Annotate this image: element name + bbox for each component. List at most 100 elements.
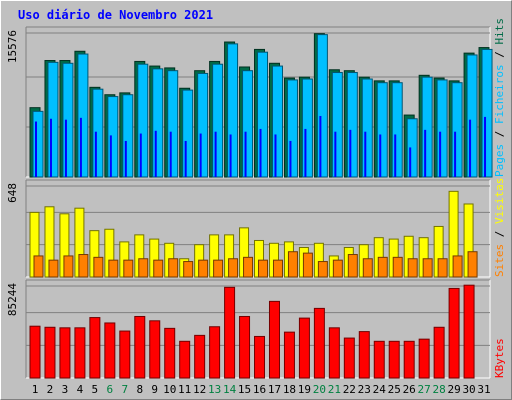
x-tick-label-18: 18 (283, 383, 296, 396)
bar-kbytes-day-30 (463, 284, 475, 379)
bar-ficheiros-day-27 (421, 76, 433, 178)
bar-sites-day-14 (228, 258, 239, 278)
bar-kbytes-day-10 (164, 327, 176, 379)
x-tick-label-26: 26 (403, 383, 416, 396)
bar-pages-day-23 (364, 131, 367, 177)
bar-sites-day-20 (317, 261, 328, 278)
x-tick-label-21: 21 (328, 383, 341, 396)
axis-label-ficheiros: Ficheiros (493, 64, 506, 124)
bar-kbytes-day-4 (74, 327, 86, 379)
bar-sites-day-24 (377, 256, 388, 278)
bar-pages-day-28 (439, 131, 442, 177)
x-tick-label-17: 17 (268, 383, 281, 396)
panel-kbytes: 85244 KBytes (6, 279, 506, 379)
bar-pages-day-11 (184, 140, 187, 177)
x-tick-label-5: 5 (92, 383, 99, 396)
axis-label-visitas: Visitas (493, 178, 506, 224)
bar-sites-day-4 (78, 254, 89, 278)
bar-sites-day-17 (272, 259, 283, 278)
bar-pages-day-18 (289, 140, 292, 177)
bar-ficheiros-day-4 (77, 53, 89, 178)
bar-pages-day-27 (424, 129, 427, 177)
bar-kbytes-day-9 (149, 320, 161, 379)
bar-ficheiros-day-31 (481, 48, 493, 178)
axis-label-separator: / (493, 124, 506, 144)
bar-ficheiros-day-28 (436, 79, 448, 178)
bar-pages-day-1 (35, 121, 37, 177)
series-ficheiros (32, 34, 493, 178)
series-kbytes (29, 284, 475, 379)
bar-sites-day-23 (362, 258, 373, 278)
chart-panels: 15576 Pages / Ficheiros / Hits 648 Sites / … (6, 18, 506, 379)
bar-kbytes-day-20 (313, 307, 325, 379)
bar-sites-day-21 (332, 259, 343, 278)
bar-kbytes-day-15 (239, 315, 251, 379)
bar-sites-day-11 (183, 261, 194, 278)
bar-sites-day-16 (258, 259, 269, 278)
bar-pages-day-26 (409, 147, 412, 177)
axis-label-hits: Hits (493, 18, 506, 45)
x-tick-label-11: 11 (178, 383, 191, 396)
bar-pages-day-2 (49, 118, 52, 177)
bar-ficheiros-day-5 (92, 88, 104, 178)
bar-ficheiros-day-1 (32, 110, 44, 178)
x-tick-label-22: 22 (343, 383, 356, 396)
bar-kbytes-day-27 (418, 338, 430, 379)
x-tick-label-3: 3 (62, 383, 69, 396)
x-tick-label-14: 14 (223, 383, 237, 396)
panel-hits-axis-label: Pages / Ficheiros / Hits (493, 18, 506, 177)
bar-kbytes-day-28 (433, 326, 445, 379)
panel-hits: 15576 Pages / Ficheiros / Hits (6, 18, 506, 178)
bar-kbytes-day-2 (44, 326, 56, 379)
bar-pages-day-7 (124, 140, 127, 177)
bar-pages-day-22 (349, 129, 352, 177)
bar-ficheiros-day-15 (242, 70, 254, 178)
bar-sites-day-19 (302, 252, 313, 278)
x-tick-label-28: 28 (433, 383, 446, 396)
bar-ficheiros-day-16 (257, 51, 269, 178)
bar-ficheiros-day-30 (466, 54, 478, 178)
x-tick-label-9: 9 (151, 383, 158, 396)
bar-kbytes-day-22 (343, 337, 355, 379)
axis-label-separator: / (493, 224, 506, 244)
bar-kbytes-day-21 (328, 327, 340, 379)
x-tick-label-31: 31 (477, 383, 490, 396)
bar-pages-day-21 (334, 131, 337, 177)
chart-title: Uso diário de Novembro 2021 (18, 8, 213, 22)
bar-pages-day-3 (64, 119, 67, 177)
bar-ficheiros-day-7 (122, 94, 134, 178)
bar-kbytes-day-11 (179, 340, 191, 379)
bar-ficheiros-day-14 (227, 43, 239, 178)
bar-kbytes-day-8 (134, 315, 146, 379)
bar-kbytes-day-5 (89, 317, 101, 379)
bar-kbytes-day-1 (29, 325, 41, 379)
bar-sites-day-2 (48, 259, 59, 278)
bar-pages-day-31 (484, 116, 487, 177)
x-tick-label-8: 8 (136, 383, 143, 396)
bar-pages-day-24 (379, 134, 382, 177)
bar-pages-day-30 (469, 119, 472, 177)
bar-pages-day-15 (244, 131, 247, 177)
bar-ficheiros-day-25 (391, 82, 403, 178)
x-tick-label-25: 25 (388, 383, 401, 396)
axis-label-sites: Sites (493, 244, 506, 277)
bar-sites-day-5 (93, 256, 104, 278)
bar-sites-day-15 (243, 256, 254, 278)
bar-pages-day-14 (229, 134, 232, 177)
bar-kbytes-day-6 (104, 322, 116, 379)
bar-sites-day-22 (347, 254, 358, 278)
x-tick-label-19: 19 (298, 383, 311, 396)
bar-sites-day-25 (392, 256, 403, 278)
axis-label-pages: Pages (493, 144, 506, 177)
x-axis-tick-labels: 1 2 3 4 5 6 7 8 9 10 11 12 13 14 15 16 17 18 19 20 21 22 23 24 2… (32, 383, 491, 396)
series-pages (35, 115, 487, 177)
bar-sites-day-8 (138, 258, 149, 278)
x-tick-label-29: 29 (447, 383, 460, 396)
x-tick-label-6: 6 (107, 383, 114, 396)
panel-visits: 648 Sites / Visitas (6, 178, 506, 278)
bar-ficheiros-day-21 (331, 72, 343, 178)
bar-ficheiros-day-17 (271, 65, 283, 178)
bar-pages-day-20 (319, 115, 322, 177)
bar-ficheiros-day-11 (182, 89, 194, 178)
